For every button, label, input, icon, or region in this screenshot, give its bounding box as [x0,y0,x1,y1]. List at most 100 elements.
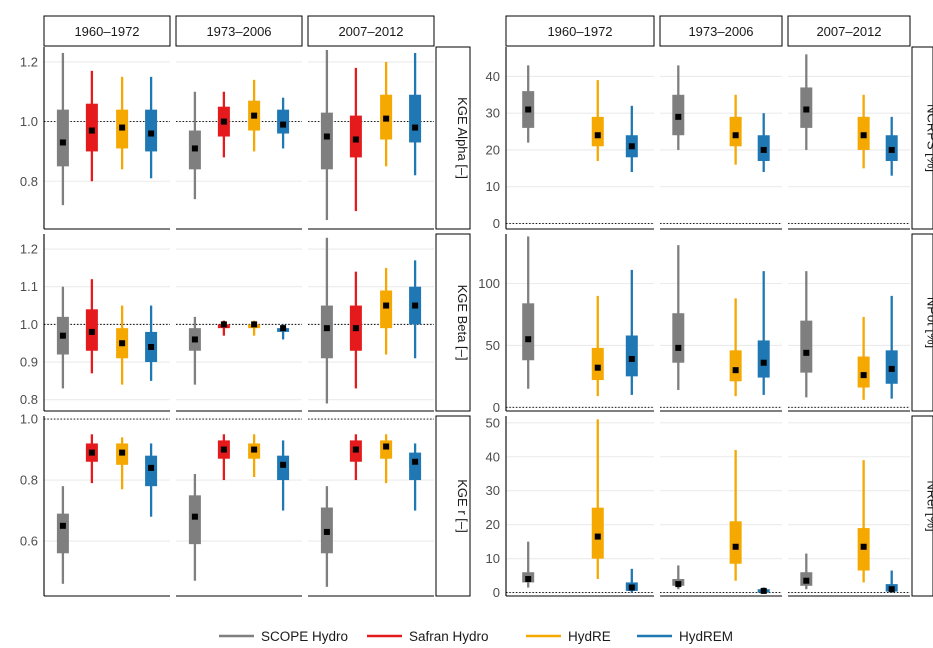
facet-label-left-2: 1973–2006 [206,24,271,39]
row-2-ytick-3: 1.0 [20,317,38,332]
row-2-panel-1-safran-hydro-median [88,328,95,335]
row-4-ytick-1: 0 [493,216,500,231]
row-6-panel-3-hydre-median [860,543,867,550]
row-2-ytick-5: 1.2 [20,242,38,257]
row-5-panel-1-scope-hydro-median [525,336,532,343]
row-1-panel-1-hydrem-median [148,130,155,137]
row-5-panel-1-hydre-median [594,364,601,371]
row-3-panel-1-hydre-median [119,449,126,456]
row-1-panel-2-scope-hydro-median [191,145,198,152]
row-4-panel-1-hydrem-median [628,143,635,150]
row-1-panel-1-scope-hydro-box [56,109,69,167]
row-2-panel-3-hydrem-median [412,302,419,309]
row-6-panel-3-scope-hydro-median [803,577,810,584]
row-4-ytick-2: 10 [486,179,500,194]
row-6-panel-1-hydrem-median [628,584,635,591]
row-3-panel-3-hydrem-box [409,452,422,481]
row-1-panel-3-scope-hydro-median [323,133,330,140]
row-6-ytick-3: 20 [486,517,500,532]
row-1-panel-3-safran-hydro-median [352,136,359,143]
row-2-panel-2-hydrem-median [280,325,287,332]
row-3-ytick-3: 1.0 [20,412,38,427]
row-3-ytick-2: 0.8 [20,473,38,488]
row-6-panel-1-scope-hydro-whisker [527,541,530,588]
row-6-ytick-6: 50 [486,415,500,430]
row-5-panel-2-hydrem-median [760,359,767,366]
row-5-panel-3-scope-hydro-median [803,349,810,356]
legend-label-hydrem: HydREM [679,629,733,644]
row-1-panel-3-scope-hydro-box [320,112,333,170]
row-2-panel-2-hydre-whisker [252,320,256,336]
row-1-panel-3-hydre-median [383,115,390,122]
row-3-panel-3-hydre-median [383,443,390,450]
facet-strip-right-3 [787,15,911,47]
row-5-panel-1-hydrem-whisker [630,269,633,395]
facet-label-right-2: 1973–2006 [688,24,753,39]
row-6-panel-1-hydre-median [594,533,601,540]
row-4-side-strip [911,46,933,230]
legend-label-safran-hydro: Safran Hydro [409,629,489,644]
row-4-ytick-5: 40 [486,69,500,84]
row-6-panel-3-hydrem-median [888,586,895,593]
row-4-panel-2-hydre-median [732,132,739,139]
row-5-panel-3-hydre-box [857,356,870,388]
row-3-panel-1-safran-hydro-median [88,449,95,456]
row-5-side-label: NPot [%] [925,297,933,348]
row-4-ytick-4: 30 [486,106,500,121]
row-1-panel-3-hydrem-box [409,94,422,143]
row-1-panel-3-hydrem-median [412,124,419,131]
row-2-panel-2-scope-hydro-median [191,336,198,343]
row-1-panel-1-scope-hydro-median [59,139,66,146]
row-1-side-label: KGE Alpha [–] [455,97,470,179]
row-5-panel-2-scope-hydro-box [672,313,685,363]
row-3-panel-2-hydrem-box [277,455,290,481]
row-2-side-label: KGE Beta [–] [455,285,470,361]
row-6-panel-1-scope-hydro-median [525,576,532,583]
row-3-panel-3-hydrem-median [412,458,419,465]
row-6-panel-2-hydrem-median [760,587,767,594]
row-2-side-strip [435,233,471,412]
row-5-panel-2-scope-hydro-median [675,344,682,351]
row-2-panel-2-safran-hydro-median [220,321,227,328]
row-3-panel-2-scope-hydro-median [191,513,198,520]
row-3-panel-1-scope-hydro-box [56,513,69,554]
row-3-ytick-1: 0.6 [20,534,38,549]
row-2-ytick-4: 1.1 [20,279,38,294]
row-2-ytick-1: 0.8 [20,392,38,407]
row-6-panel-2-scope-hydro-whisker [677,565,680,590]
row-6-ytick-5: 40 [486,449,500,464]
row-5-panel-3-scope-hydro-box [800,320,813,373]
row-3-panel-2-scope-hydro-box [188,495,201,545]
facet-strip-left-1 [43,15,171,47]
row-1-panel-2-hydrem-median [280,121,287,128]
facet-strip-left-3 [307,15,435,47]
row-4-ytick-3: 20 [486,142,500,157]
facet-strip-left-2 [175,15,303,47]
legend-label-hydre: HydRE [568,629,611,644]
row-5-panel-2-hydrem-box [757,340,770,378]
row-5-panel-3-hydrem-median [888,365,895,372]
row-2-panel-3-hydre-median [383,302,390,309]
row-6-panel-2-hydre-whisker [734,449,737,581]
row-4-panel-3-hydrem-median [888,146,895,153]
row-3-panel-3-hydre-box [380,440,393,459]
row-6-panel-1-hydrem-whisker [630,568,633,593]
row-5-panel-1-scope-hydro-box [522,303,535,361]
facet-label-right-3: 2007–2012 [816,24,881,39]
row-4-panel-2-scope-hydro-median [675,113,682,120]
row-1-side-strip [435,46,471,230]
row-4-panel-2-hydrem-median [760,146,767,153]
facet-strip-right-2 [659,15,783,47]
row-5-panel-1-hydre-box [591,347,604,381]
row-3-panel-1-hydrem-box [145,455,158,487]
row-6-panel-2-hydre-box [729,521,742,564]
row-1-ytick-2: 1.0 [20,114,38,129]
row-1-panel-1-safran-hydro-median [88,127,95,134]
row-3-panel-3-safran-hydro-median [352,446,359,453]
row-2-panel-2-hydre-median [251,321,258,328]
row-4-side-label: NCRPS [%] [925,104,933,172]
row-1-ytick-1: 0.8 [20,174,38,189]
row-6-panel-2-hydre-median [732,543,739,550]
row-3-side-strip [435,415,471,597]
